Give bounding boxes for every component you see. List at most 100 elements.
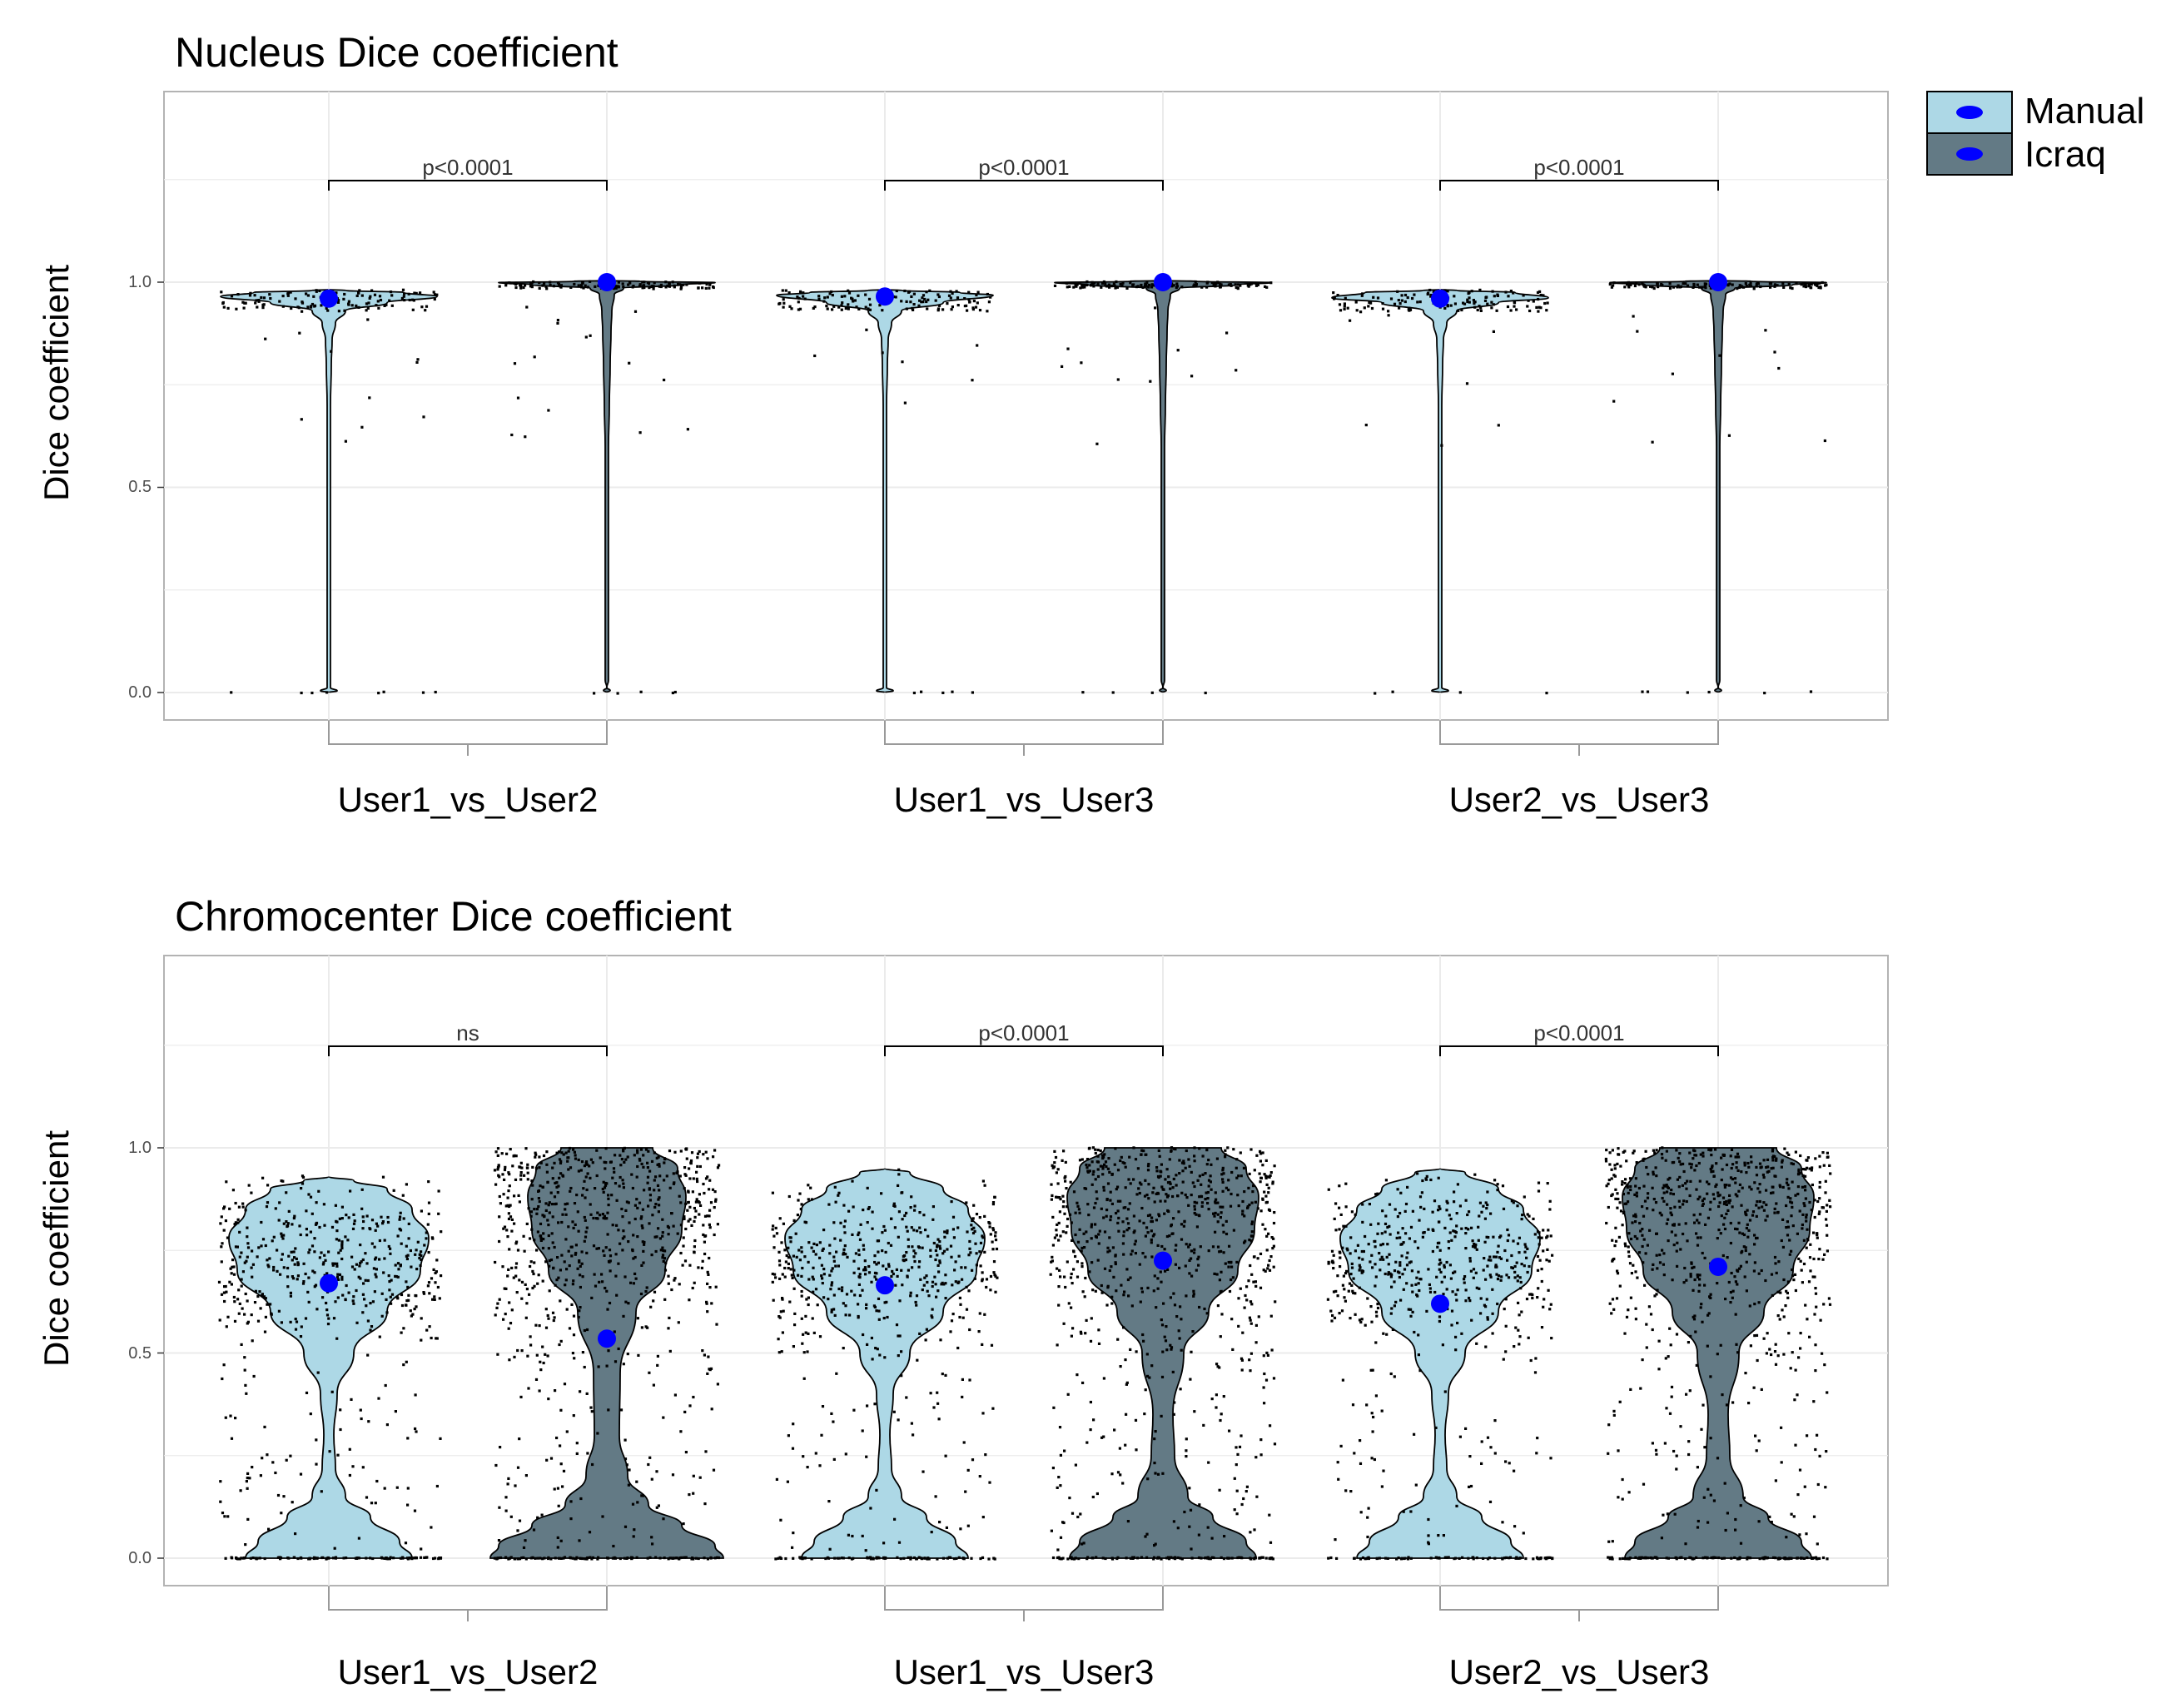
jitter-point (1658, 1211, 1662, 1214)
jitter-point (245, 1392, 248, 1395)
jitter-point (1516, 1274, 1519, 1278)
jitter-point (717, 1556, 721, 1560)
jitter-point (782, 305, 785, 309)
jitter-point (410, 1314, 413, 1318)
jitter-point (337, 1278, 340, 1281)
jitter-point (1215, 1198, 1218, 1201)
jitter-point (1214, 1200, 1217, 1204)
jitter-point (822, 1268, 826, 1271)
plot-area (157, 955, 1889, 1621)
jitter-point (807, 1184, 810, 1187)
jitter-point (1413, 1432, 1416, 1436)
jitter-point (1669, 1207, 1672, 1210)
jitter-point (1268, 1259, 1271, 1263)
jitter-point (383, 1257, 386, 1260)
jitter-point (698, 1213, 701, 1216)
jitter-point (1112, 282, 1115, 285)
jitter-point (402, 1217, 405, 1220)
jitter-point (1389, 1372, 1393, 1376)
jitter-point (381, 1175, 385, 1179)
jitter-point (847, 289, 850, 292)
jitter-point (1171, 1194, 1175, 1199)
jitter-point (1132, 1556, 1136, 1559)
jitter-point (1448, 1231, 1452, 1234)
jitter-point (1469, 1484, 1473, 1488)
jitter-point (698, 1476, 702, 1479)
jitter-point (1374, 1263, 1377, 1266)
jitter-point (1484, 295, 1488, 299)
jitter-point (1668, 282, 1672, 285)
jitter-point (1359, 1511, 1363, 1514)
jitter-point (1265, 1249, 1269, 1252)
jitter-point (869, 1507, 872, 1510)
jitter-point (951, 1313, 955, 1316)
jitter-point (1342, 1274, 1345, 1278)
jitter-point (790, 307, 793, 310)
jitter-point (866, 1186, 869, 1189)
jitter-point (892, 1204, 896, 1207)
jitter-point (1109, 1190, 1112, 1194)
jitter-point (1413, 1240, 1417, 1244)
jitter-point (800, 1250, 803, 1254)
jitter-point (1235, 1512, 1239, 1516)
jitter-point (272, 1265, 276, 1269)
jitter-point (229, 1414, 232, 1418)
jitter-point (1193, 1211, 1196, 1215)
jitter-point (798, 307, 802, 310)
jitter-point (1072, 1268, 1076, 1271)
jitter-point (572, 1148, 575, 1151)
jitter-point (1698, 1195, 1702, 1199)
jitter-point (906, 1229, 909, 1233)
jitter-point (584, 1161, 588, 1164)
jitter-point (518, 1165, 521, 1169)
jitter-point (293, 1256, 296, 1259)
jitter-point (439, 1557, 442, 1560)
jitter-point (370, 289, 374, 292)
jitter-point (986, 310, 989, 313)
jitter-point (327, 1557, 330, 1560)
jitter-point (1249, 1369, 1252, 1373)
jitter-point (350, 304, 354, 307)
jitter-point (433, 1298, 436, 1301)
jitter-point (830, 1308, 833, 1312)
jitter-point (541, 1345, 544, 1348)
jitter-point (271, 1239, 274, 1243)
jitter-point (1051, 1467, 1055, 1470)
jitter-point (694, 1557, 698, 1560)
jitter-point (559, 1539, 563, 1542)
jitter-point (1190, 1547, 1193, 1551)
jitter-point (360, 294, 364, 297)
jitter-point (537, 1274, 540, 1277)
jitter-point (266, 1201, 270, 1204)
jitter-point (994, 1234, 997, 1238)
jitter-point (1240, 1358, 1244, 1362)
jitter-point (1376, 1303, 1379, 1306)
jitter-point (1693, 1149, 1697, 1153)
jitter-point (1272, 1265, 1275, 1269)
jitter-point (243, 1313, 246, 1316)
jitter-point (1773, 1207, 1776, 1210)
jitter-point (967, 1289, 971, 1293)
jitter-point (1641, 1205, 1644, 1209)
jitter-point (708, 1223, 711, 1226)
jitter-point (875, 1278, 878, 1281)
jitter-point (927, 1557, 931, 1561)
jitter-point (1623, 1242, 1627, 1245)
jitter-point (1222, 1251, 1225, 1254)
jitter-point (1230, 1278, 1233, 1282)
jitter-point (1455, 1212, 1458, 1215)
jitter-point (1692, 1315, 1695, 1318)
jitter-point (1646, 690, 1650, 693)
jitter-point (573, 1150, 576, 1154)
jitter-point (1354, 1249, 1357, 1253)
jitter-point (981, 1556, 985, 1559)
jitter-point (597, 1556, 600, 1559)
jitter-point (638, 284, 642, 288)
jitter-point (1113, 1428, 1116, 1432)
jitter-point (1370, 1457, 1374, 1460)
jitter-point (909, 1206, 912, 1209)
jitter-point (601, 1187, 604, 1191)
jitter-point (1228, 1557, 1231, 1560)
jitter-point (345, 1557, 348, 1560)
jitter-point (1126, 1208, 1130, 1211)
